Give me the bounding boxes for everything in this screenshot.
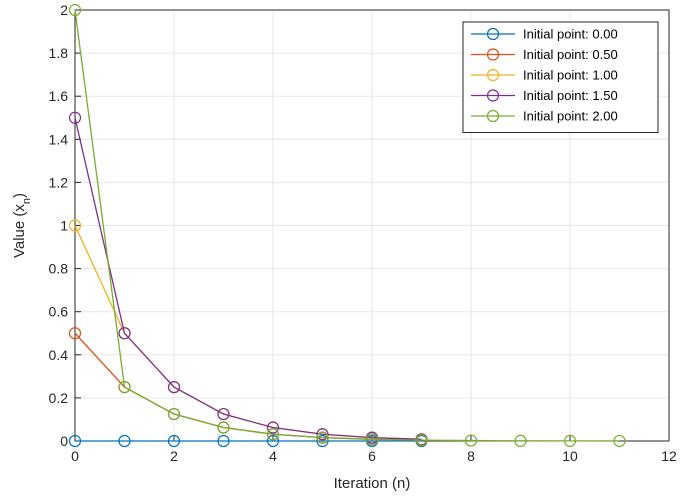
data-point-marker [217,407,230,421]
axis-ticks: 0 2 4 6 8 10 12 0 0.2 0.4 0.6 0.8 1 1.2 1.4 1.6 1.8 2 [49,2,677,464]
data-point-marker [316,431,329,444]
legend-marker-swatch [486,68,500,82]
series-initial-point-1-50 [68,111,428,446]
y-tick-label: 2 [60,2,68,18]
legend-entry: Initial point: 0.00 [471,27,618,42]
y-tick-label: 0.2 [49,390,69,406]
y-axis-title-close: ) [11,193,28,198]
legend-entry: Initial point: 0.50 [471,47,618,62]
data-point-marker [167,407,181,421]
data-point-marker [266,434,280,448]
x-tick-label: 2 [170,448,178,464]
data-point-marker [68,111,82,124]
y-tick-label: 0.8 [49,261,69,277]
legend-box [462,21,659,133]
data-point-marker [118,327,131,340]
data-point-marker [464,434,478,447]
data-point-marker [266,428,280,441]
y-axis-title-subscript: n [21,198,33,204]
legend-label: Initial point: 2.00 [523,109,618,124]
data-point-marker [514,434,527,447]
data-point-marker [68,434,82,448]
data-point-marker [118,381,131,394]
data-point-marker [167,434,181,448]
y-tick-label: 1.8 [49,45,69,61]
data-point-marker [167,381,181,394]
data-point-marker [415,434,428,447]
series-line [74,117,422,440]
data-point-marker [613,434,626,448]
y-tick-label: 0.6 [49,304,69,320]
y-tick-label: 1.4 [49,131,69,147]
y-tick-label: 0 [60,433,68,449]
data-point-marker [118,434,131,448]
data-point-marker [68,327,82,340]
y-tick-label: 1.6 [49,88,69,104]
legend-label: Initial point: 0.50 [523,47,618,62]
x-tick-label: 12 [661,448,677,464]
x-axis-title: Iteration (n) [334,475,411,492]
legend-entry: Initial point: 1.00 [471,68,618,83]
y-tick-label: 1 [60,218,68,234]
x-tick-label: 10 [562,448,578,464]
data-point-marker [217,421,230,434]
legend-marker-swatch [486,89,500,102]
legend-entry: Initial point: 1.50 [471,88,618,103]
data-point-marker [316,428,329,441]
data-point-marker [365,433,379,446]
data-point-marker [563,434,577,447]
legend-label: Initial point: 0.00 [523,27,618,42]
data-point-marker [266,421,280,434]
x-tick-label: 8 [467,448,475,464]
legend-label: Initial point: 1.50 [523,88,618,103]
x-tick-label: 6 [368,448,376,464]
legend-marker-swatch [486,27,500,41]
y-axis-title: Value (xn) [11,193,33,258]
data-point-marker [68,3,82,17]
data-point-marker [217,434,230,448]
series-group [68,3,626,448]
series-line [74,9,620,442]
legend-label: Initial point: 1.00 [523,68,618,83]
y-tick-label: 1.2 [49,174,69,190]
legend-marker-swatch [486,109,500,123]
legend-marker-swatch [486,48,500,61]
data-point-marker [68,219,82,232]
y-tick-label: 0.4 [49,347,69,363]
legend-entry: Initial point: 2.00 [471,109,618,124]
legend: Initial point: 0.00 Initial point: 0.50 In… [462,21,659,133]
series-initial-point-2-00 [68,3,626,448]
data-point-marker [316,434,329,448]
y-axis-title-main: Value (x [11,204,28,258]
x-tick-label: 0 [71,448,79,464]
x-tick-label: 4 [269,448,277,464]
